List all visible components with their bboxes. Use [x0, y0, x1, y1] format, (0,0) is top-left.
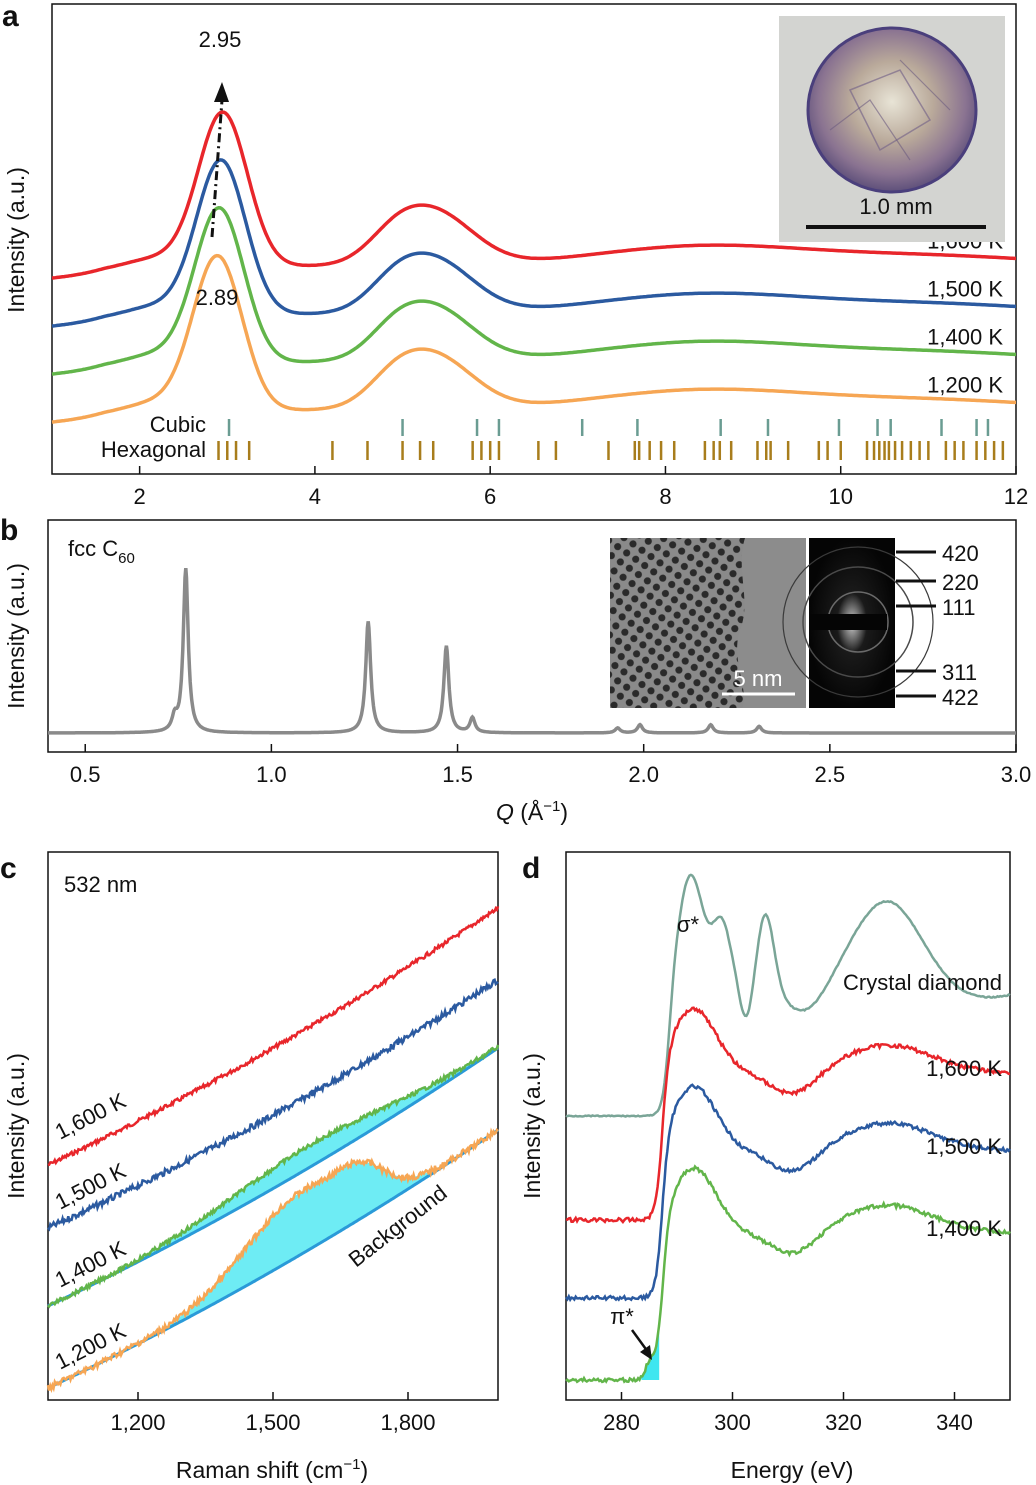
- peak-shift-arrow: [210, 99, 224, 238]
- tem-vacuum-region: [737, 538, 806, 708]
- x-tick-label: 2.0: [628, 762, 659, 787]
- xrd-curve-1500k: [51, 158, 1016, 328]
- x-tick-label: 320: [825, 1410, 862, 1435]
- x-tick-label: 1.5: [442, 762, 473, 787]
- x-tick-label: 6: [484, 484, 496, 509]
- pi-star-area: [641, 1325, 660, 1380]
- eels-curve-1-500-k: [564, 1083, 1012, 1303]
- series-label: 1,600 K: [51, 1088, 130, 1145]
- x-tick-label: 10: [828, 484, 852, 509]
- panel-letter-b: b: [0, 514, 18, 547]
- panel-d-ylabel: Intensity (a.u.): [519, 1053, 545, 1199]
- ring-label: 311: [942, 660, 977, 685]
- xrd-curve-1200k: [51, 253, 1016, 424]
- panel-d-frame: [565, 851, 1011, 1401]
- pi-star-label: π*: [610, 1304, 634, 1329]
- panel-d-xlabel: Energy (eV): [731, 1457, 854, 1483]
- series-label: 1,600 K: [926, 1056, 1002, 1081]
- ring-label: 111: [942, 595, 975, 620]
- series-label: 1,500 K: [927, 276, 1003, 301]
- panel-c-frame: [47, 851, 499, 1401]
- series-label: Crystal diamond: [843, 970, 1002, 995]
- panel-b: b Intensity (a.u.) fcc C60 0.5 1.0 1.5 2.0 2…: [0, 514, 1031, 825]
- peak-label-bottom: 2.89: [196, 285, 239, 310]
- x-tick-label: 1.0: [256, 762, 287, 787]
- panel-b-frame: [47, 519, 1017, 753]
- panel-letter-d: d: [522, 852, 540, 885]
- x-tick-label: 280: [603, 1410, 640, 1435]
- raman-curve-1600k: [47, 905, 500, 1167]
- ring-label: 220: [942, 570, 979, 595]
- series-label: 1,200 K: [927, 372, 1003, 397]
- ring-label: 422: [942, 685, 979, 710]
- panel-b-xaxis: 0.5 1.0 1.5 2.0 2.5 3.0: [70, 744, 1031, 787]
- cubic-label: Cubic: [150, 412, 206, 437]
- raman-curve-1400k: [47, 1044, 500, 1309]
- x-tick-label: 300: [714, 1410, 751, 1435]
- series-label: 1,500 K: [926, 1134, 1002, 1159]
- sp2-area-fill: [48, 1046, 498, 1306]
- panel-c: c Intensity (a.u.) 532 nm 1,200 1,500 1,80…: [0, 851, 500, 1483]
- x-tick-label: 12: [1004, 484, 1028, 509]
- x-tick-label: 8: [659, 484, 671, 509]
- panel-a-xaxis: 2 4 6 8 10 12: [134, 466, 1028, 509]
- panel-letter-c: c: [0, 852, 17, 885]
- panel-b-ylabel: Intensity (a.u.): [3, 563, 29, 709]
- x-tick-label: 1,800: [380, 1410, 435, 1435]
- panel-a: a Intensity (a.u.) 2 4 6 8 10 12 Cubic Hexago…: [2, 0, 1028, 509]
- sigma-star-label: σ*: [677, 912, 700, 937]
- hexagonal-label: Hexagonal: [101, 437, 206, 462]
- panel-d-curves: [564, 873, 1012, 1384]
- eels-curve-1-600-k: [565, 1006, 1011, 1224]
- panel-d-xaxis: 280 300 320 340: [603, 1392, 973, 1435]
- panel-b-title: fcc C60: [68, 536, 135, 567]
- x-tick-label: 0.5: [70, 762, 101, 787]
- panel-a-reference-ticks: [217, 419, 1005, 460]
- beam-stop: [809, 614, 887, 630]
- eels-curve-crystal-diamond: [565, 873, 1011, 1118]
- x-tick-label: 3.0: [1001, 762, 1032, 787]
- panel-d: d Intensity (a.u.) 280 300 320 340 Crystal …: [519, 851, 1012, 1483]
- panel-a-ylabel: Intensity (a.u.): [3, 167, 29, 313]
- x-tick-label: 340: [936, 1410, 973, 1435]
- crystal-facets: [848, 69, 932, 152]
- peak-shift-arrowhead: [214, 82, 229, 102]
- panel-b-xlabel: Q (Å−1): [496, 798, 568, 825]
- x-tick-label: 1,500: [245, 1410, 300, 1435]
- eels-curve-1-400-k: [565, 1164, 1012, 1384]
- raman-curve-1200k: [46, 1127, 499, 1394]
- raman-curve-1500k: [47, 978, 499, 1232]
- x-tick-label: 1,200: [110, 1410, 165, 1435]
- x-tick-label: 4: [309, 484, 321, 509]
- x-tick-label: 2: [134, 484, 146, 509]
- photo-scale-label: 1.0 mm: [859, 194, 932, 219]
- crystal-image: [806, 26, 978, 194]
- tem-scale-label: 5 nm: [734, 666, 783, 691]
- panel-c-curves: [46, 905, 500, 1394]
- laser-wavelength-label: 532 nm: [64, 872, 137, 897]
- panel-letter-a: a: [2, 0, 19, 33]
- panel-c-xlabel: Raman shift (cm−1): [176, 1456, 368, 1483]
- xrd-curve-1600k: [51, 110, 1016, 280]
- panel-a-frame: [51, 3, 1017, 475]
- peak-label-top: 2.95: [199, 27, 242, 52]
- panel-d-series-labels: Crystal diamond 1,600 K 1,500 K 1,400 K: [843, 970, 1002, 1241]
- fcc-c60-pattern: [48, 567, 1016, 735]
- sp2-area-fill: [48, 1129, 498, 1388]
- panel-c-xaxis: 1,200 1,500 1,800: [110, 1392, 436, 1435]
- ring-label: 420: [942, 541, 979, 566]
- sample-photo-inset: 1.0 mm: [779, 16, 1005, 242]
- series-label: 1,400 K: [926, 1216, 1002, 1241]
- panel-c-ylabel: Intensity (a.u.): [3, 1053, 29, 1199]
- series-label: 1,400 K: [927, 324, 1003, 349]
- x-tick-label: 2.5: [815, 762, 846, 787]
